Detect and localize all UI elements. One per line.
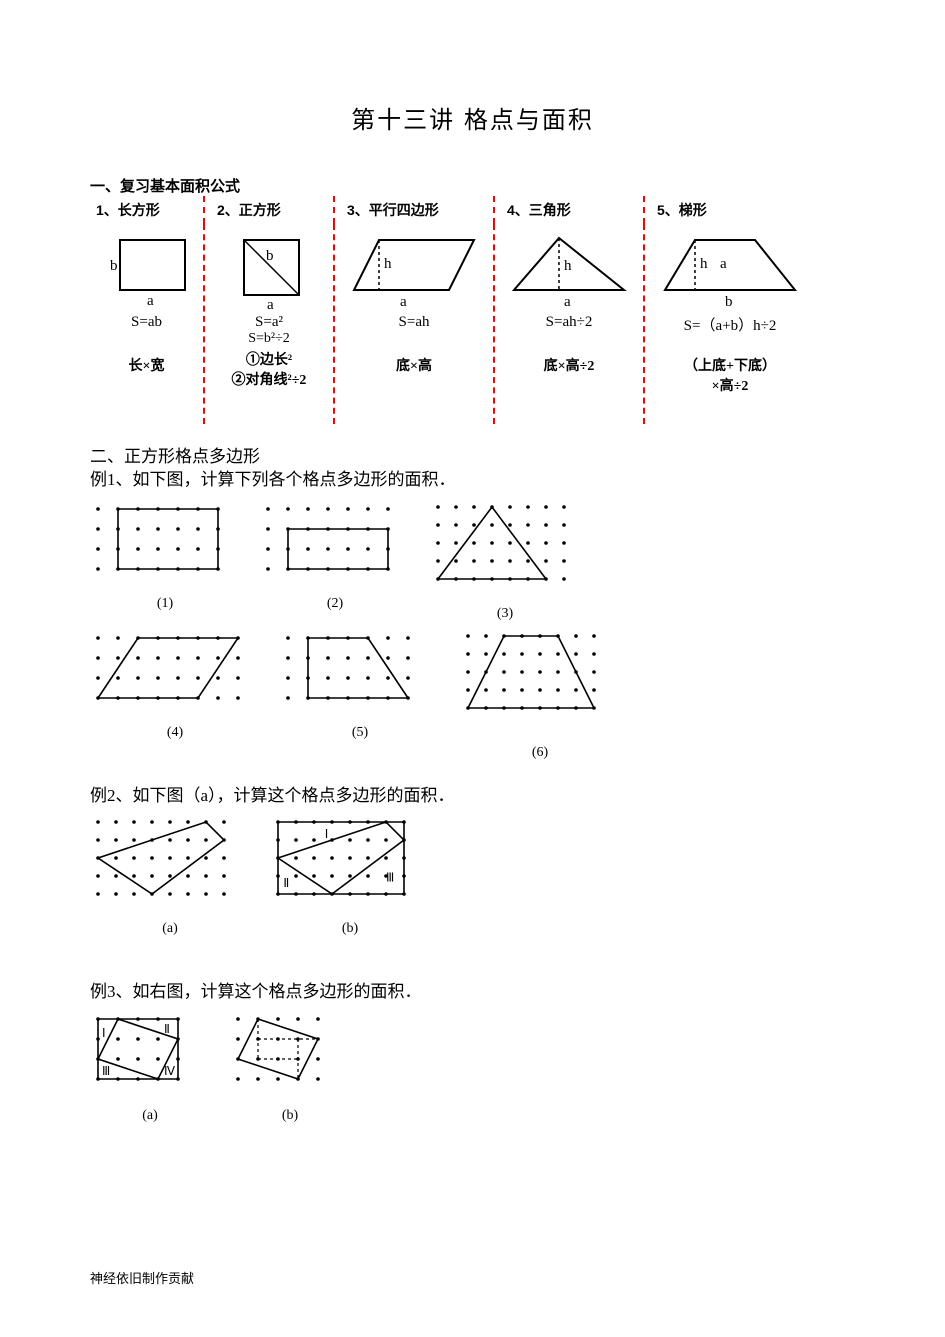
- fig3a: Ⅰ Ⅱ Ⅲ Ⅳ (a): [90, 1011, 210, 1124]
- svg-text:Ⅰ: Ⅰ: [325, 827, 329, 841]
- fig6-label: (6): [460, 745, 620, 761]
- rectangle-cell: b a S=ab 长×宽: [90, 224, 205, 424]
- fig2-svg: [260, 499, 410, 589]
- ex1-figrow1: (1) (2) (3): [90, 499, 855, 622]
- formula-headers: 1、长方形 2、正方形 3、平行四边形 4、三角形 5、梯形: [90, 196, 855, 224]
- section1-heading: 一、复习基本面积公式: [90, 175, 855, 196]
- col4-head: 4、三角形: [495, 196, 645, 224]
- triangle-cell: h a S=ah÷2 底×高÷2: [495, 224, 645, 424]
- trap-desc2: ×高÷2: [651, 375, 809, 395]
- trapezoid-shape: h a b: [655, 230, 805, 310]
- label-b: b: [110, 258, 118, 274]
- fig5: (5): [280, 628, 440, 761]
- svg-text:Ⅰ: Ⅰ: [102, 1026, 106, 1040]
- trap-label-h: h: [700, 256, 708, 272]
- sq-label-b: b: [266, 248, 274, 264]
- trapezoid-cell: h a b S=（a+b）h÷2 （上底+下底） ×高÷2: [645, 224, 815, 424]
- figb-svg: Ⅰ Ⅱ Ⅲ: [270, 814, 430, 914]
- fig1-svg: [90, 499, 240, 589]
- col1-head: 1、长方形: [90, 196, 205, 224]
- footer-text: 神经依旧制作贡献: [90, 1268, 194, 1287]
- ex1-figrow2: (4) (5) (6): [90, 628, 855, 761]
- square-shape: b a: [224, 230, 314, 310]
- page-title: 第十三讲 格点与面积: [90, 100, 855, 135]
- ex2-figrow: (a) Ⅰ Ⅱ Ⅲ (b): [90, 814, 855, 937]
- tri-label-h: h: [564, 258, 572, 274]
- section2-heading: 二、正方形格点多边形: [90, 442, 855, 467]
- svg-text:Ⅳ: Ⅳ: [164, 1064, 175, 1078]
- col3-head: 3、平行四边形: [335, 196, 495, 224]
- para-label-h: h: [384, 256, 392, 272]
- sq-desc2: ②对角线²÷2: [211, 369, 327, 389]
- fig1: (1): [90, 499, 240, 622]
- fig3-label: (3): [430, 606, 580, 622]
- fig6-svg: [460, 628, 620, 738]
- rectangle-shape: b a: [102, 230, 192, 310]
- example1-text: 例1、如下图，计算下列各个格点多边形的面积．: [90, 467, 855, 493]
- example3-text: 例3、如右图，计算这个格点多边形的面积．: [90, 979, 855, 1005]
- para-label-a: a: [400, 294, 407, 310]
- fig1-label: (1): [90, 596, 240, 612]
- square-cell: b a S=a² S=b²÷2 ①边长² ②对角线²÷2: [205, 224, 335, 424]
- para-formula: S=ah: [341, 314, 487, 331]
- rect-desc: 长×宽: [96, 355, 197, 375]
- svg-text:Ⅲ: Ⅲ: [102, 1064, 110, 1078]
- sq-formula2: S=b²÷2: [211, 331, 327, 347]
- fig2: (2): [260, 499, 410, 622]
- fig2-label: (2): [260, 596, 410, 612]
- svg-text:Ⅱ: Ⅱ: [164, 1022, 170, 1036]
- figb-label: (b): [270, 921, 430, 937]
- col5-head: 5、梯形: [645, 196, 815, 224]
- sq-formula1: S=a²: [211, 314, 327, 331]
- tri-formula: S=ah÷2: [501, 314, 637, 331]
- sq-label-a: a: [267, 297, 274, 310]
- example2-text: 例2、如下图（a），计算这个格点多边形的面积．: [90, 783, 855, 809]
- fig3b-label: (b): [230, 1108, 350, 1124]
- figa-svg: [90, 814, 250, 914]
- fig3: (3): [430, 499, 580, 622]
- trap-formula: S=（a+b）h÷2: [651, 314, 809, 335]
- fig3a-svg: Ⅰ Ⅱ Ⅲ Ⅳ: [90, 1011, 210, 1101]
- fig5-svg: [280, 628, 440, 718]
- label-a: a: [147, 293, 154, 309]
- fig5-label: (5): [280, 725, 440, 741]
- fig4-svg: [90, 628, 260, 718]
- sq-desc1: ①边长²: [211, 349, 327, 369]
- fig4-label: (4): [90, 725, 260, 741]
- fig3-svg: [430, 499, 580, 599]
- fig3a-label: (a): [90, 1108, 210, 1124]
- col2-head: 2、正方形: [205, 196, 335, 224]
- parallelogram-cell: h a S=ah 底×高: [335, 224, 495, 424]
- fig3b-svg: [230, 1011, 350, 1101]
- tri-label-a: a: [564, 294, 571, 310]
- fig3b: (b): [230, 1011, 350, 1124]
- tri-desc: 底×高÷2: [501, 355, 637, 375]
- triangle-shape: h a: [504, 230, 634, 310]
- formula-shapes-row: b a S=ab 长×宽 b a S=a² S=b²÷2 ①边长² ②对角线²÷…: [90, 224, 855, 424]
- trap-label-b: b: [725, 294, 733, 310]
- fig-b: Ⅰ Ⅱ Ⅲ (b): [270, 814, 430, 937]
- svg-text:Ⅱ: Ⅱ: [283, 876, 289, 890]
- parallelogram-shape: h a: [344, 230, 484, 310]
- trap-label-a: a: [720, 256, 727, 272]
- fig6: (6): [460, 628, 620, 761]
- figa-label: (a): [90, 921, 250, 937]
- para-desc: 底×高: [341, 355, 487, 375]
- fig4: (4): [90, 628, 260, 761]
- rect-formula: S=ab: [96, 314, 197, 331]
- trap-desc1: （上底+下底）: [651, 355, 809, 375]
- ex3-figrow: Ⅰ Ⅱ Ⅲ Ⅳ (a) (b): [90, 1011, 855, 1124]
- svg-text:Ⅲ: Ⅲ: [386, 870, 394, 884]
- fig-a: (a): [90, 814, 250, 937]
